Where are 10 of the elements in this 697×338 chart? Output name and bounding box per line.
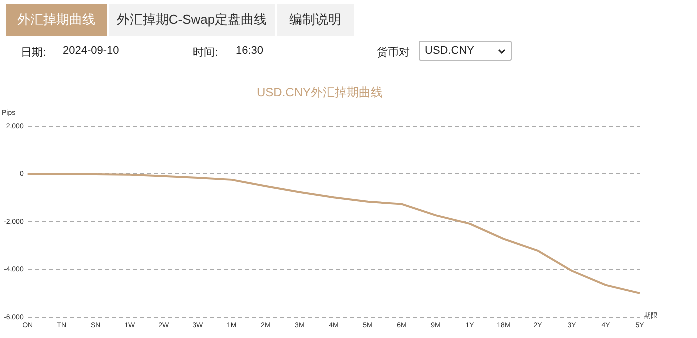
text: 2024-09-10 — [63, 45, 120, 57]
tab: 外汇掉期曲线 — [6, 4, 107, 36]
tab: 外汇掉期C-Swap定盘曲线 — [109, 4, 275, 36]
text: 日期: — [21, 46, 46, 60]
text: 时间: — [193, 46, 218, 60]
text: 16:30 — [236, 45, 264, 57]
chart-title: USD.CNY外汇掉期曲线 — [256, 86, 384, 100]
dropdown-field: USD.CNY — [419, 41, 512, 61]
text: 货币对 — [377, 46, 410, 60]
tab: 编制说明 — [277, 4, 354, 36]
